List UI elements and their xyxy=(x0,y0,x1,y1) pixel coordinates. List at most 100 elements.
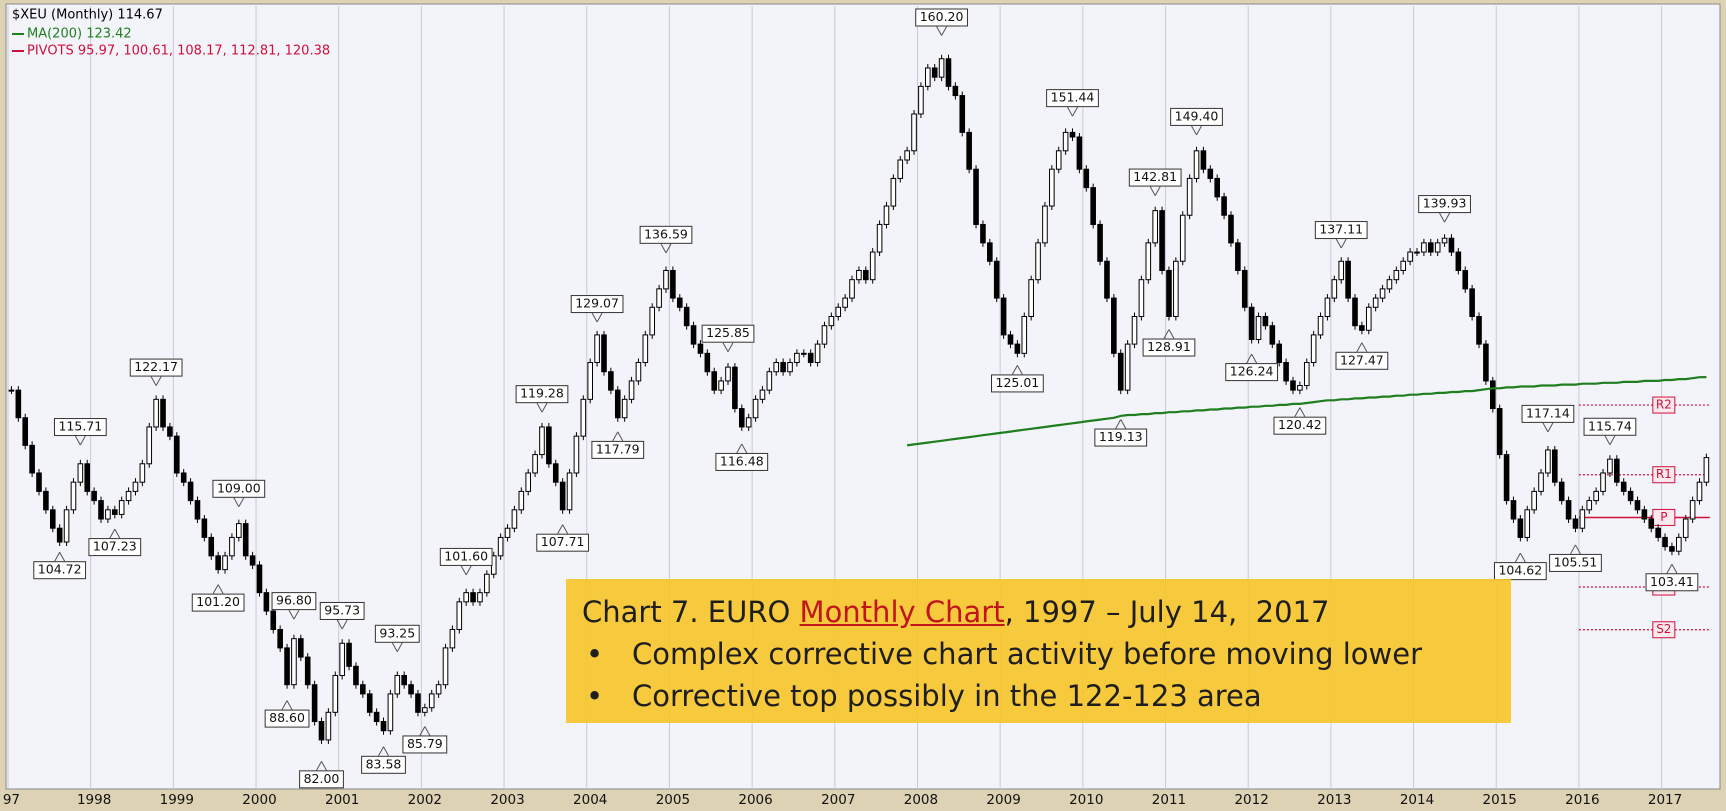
candle xyxy=(1489,380,1496,410)
candle xyxy=(1434,242,1441,253)
annotation-pointer xyxy=(378,746,389,757)
annotation-pointer xyxy=(281,700,293,710)
annotation-label: 125.01 xyxy=(996,375,1040,390)
annotation-label: 142.81 xyxy=(1133,169,1177,184)
annotation-label: 125.85 xyxy=(706,325,750,340)
candle xyxy=(111,509,118,515)
x-tick-label: 2010 xyxy=(1069,792,1103,808)
annotation-box xyxy=(1549,553,1602,572)
candle xyxy=(1524,509,1531,538)
candle xyxy=(236,523,242,538)
x-tick-label: 2009 xyxy=(986,792,1020,808)
x-tick-label: 1999 xyxy=(160,792,194,808)
candle xyxy=(1372,297,1379,308)
annotation-label: 82.00 xyxy=(304,771,340,786)
x-tick-label: 2017 xyxy=(1648,792,1682,808)
annotation-pointer xyxy=(722,342,734,352)
candle xyxy=(8,389,15,392)
candle xyxy=(1345,260,1351,299)
annotation-box xyxy=(88,538,142,557)
annotation-box xyxy=(271,592,317,611)
annotation-label: 95.73 xyxy=(324,602,360,617)
candle xyxy=(952,85,959,97)
candle xyxy=(332,674,339,713)
candle xyxy=(973,168,979,225)
candle xyxy=(863,269,869,281)
candle xyxy=(1104,260,1110,299)
candle xyxy=(1138,279,1145,317)
candle xyxy=(759,389,766,400)
candle xyxy=(1331,279,1338,299)
candle xyxy=(91,490,97,502)
candle xyxy=(194,500,201,520)
candle xyxy=(84,463,91,492)
annotation-label: 101.20 xyxy=(196,594,240,609)
candle xyxy=(1703,457,1710,483)
candle xyxy=(1538,472,1544,492)
annotation-box xyxy=(1142,338,1196,357)
candle xyxy=(1021,315,1028,354)
candle xyxy=(387,693,394,732)
annotation-label: 107.71 xyxy=(541,534,585,549)
annotation-box xyxy=(639,225,693,244)
annotation-pointer xyxy=(660,243,672,254)
candle xyxy=(70,481,77,511)
candle xyxy=(1076,136,1083,170)
annotation-box xyxy=(402,735,448,754)
candle xyxy=(1359,325,1365,331)
candle xyxy=(504,527,511,538)
candle xyxy=(1131,315,1138,345)
candle xyxy=(415,693,421,713)
candle xyxy=(1352,297,1358,327)
candle xyxy=(732,366,738,410)
candle xyxy=(215,555,221,571)
candle xyxy=(1049,168,1055,207)
candle xyxy=(897,159,904,179)
candle xyxy=(1117,352,1124,391)
candle xyxy=(1469,288,1475,317)
candle xyxy=(1159,210,1165,271)
candle xyxy=(118,500,125,515)
candle xyxy=(1407,251,1413,262)
annotation-box xyxy=(1418,195,1471,214)
link[interactable]: Monthly Chart xyxy=(799,595,1005,629)
candle xyxy=(676,297,683,308)
candle xyxy=(1097,223,1103,262)
candle xyxy=(29,444,35,474)
annotation-pointer xyxy=(150,376,162,386)
candle xyxy=(1248,306,1255,341)
candle xyxy=(1028,279,1034,317)
text-box: Chart 7. EURO Monthly Chart, 1997 – July… xyxy=(566,579,1511,723)
annotation-box xyxy=(1493,562,1547,581)
candle xyxy=(1235,242,1241,271)
bullet: Corrective top possibly in the 122-123 a… xyxy=(582,675,1495,717)
candle xyxy=(835,306,842,317)
candle xyxy=(890,177,897,207)
candle xyxy=(449,628,456,649)
candle xyxy=(1000,297,1007,336)
candle xyxy=(587,362,594,400)
candle xyxy=(1317,315,1324,336)
candle xyxy=(1414,251,1420,254)
candle xyxy=(153,398,159,428)
annotation-label: 149.40 xyxy=(1175,108,1219,123)
annotation-box xyxy=(212,479,266,498)
annotation-label: 96.80 xyxy=(276,593,312,608)
candle xyxy=(470,592,476,603)
annotation-label: 139.93 xyxy=(1423,196,1467,211)
candle xyxy=(1386,279,1393,290)
candle xyxy=(1055,150,1062,170)
annotation-box xyxy=(191,593,245,612)
candle xyxy=(718,380,724,391)
candle xyxy=(918,85,924,115)
candle xyxy=(1214,177,1220,198)
candle xyxy=(800,352,807,355)
candle xyxy=(552,463,559,483)
annotation-box xyxy=(319,601,365,620)
annotation-pointer xyxy=(1246,353,1258,364)
annotation-box xyxy=(53,418,107,437)
x-tick-label: 2001 xyxy=(325,792,359,808)
annotation-pointer xyxy=(336,619,348,630)
x-tick-label: 2008 xyxy=(904,792,938,808)
annotation-pointer xyxy=(74,435,86,446)
